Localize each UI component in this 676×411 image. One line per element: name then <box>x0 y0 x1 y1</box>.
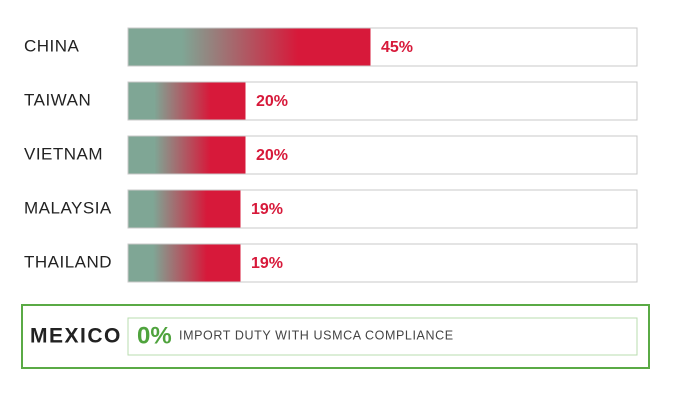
bar <box>128 190 241 228</box>
bar <box>128 136 246 174</box>
bar <box>128 244 241 282</box>
category-label: CHINA <box>24 36 80 55</box>
category-label: VIETNAM <box>24 144 103 163</box>
value-label: 20% <box>256 93 288 110</box>
highlight-text: IMPORT DUTY WITH USMCA COMPLIANCE <box>179 328 454 342</box>
category-label: TAIWAN <box>24 90 91 109</box>
highlight-value: 0% <box>137 322 172 349</box>
bar <box>128 82 246 120</box>
highlight-track <box>127 317 638 356</box>
value-label: 45% <box>381 39 413 56</box>
category-label: MALAYSIA <box>24 198 112 217</box>
value-label: 20% <box>256 147 288 164</box>
bar <box>128 28 371 66</box>
value-label: 19% <box>251 201 283 218</box>
value-label: 19% <box>251 255 283 272</box>
highlight-label: MEXICO <box>30 325 122 348</box>
category-label: THAILAND <box>24 252 112 271</box>
